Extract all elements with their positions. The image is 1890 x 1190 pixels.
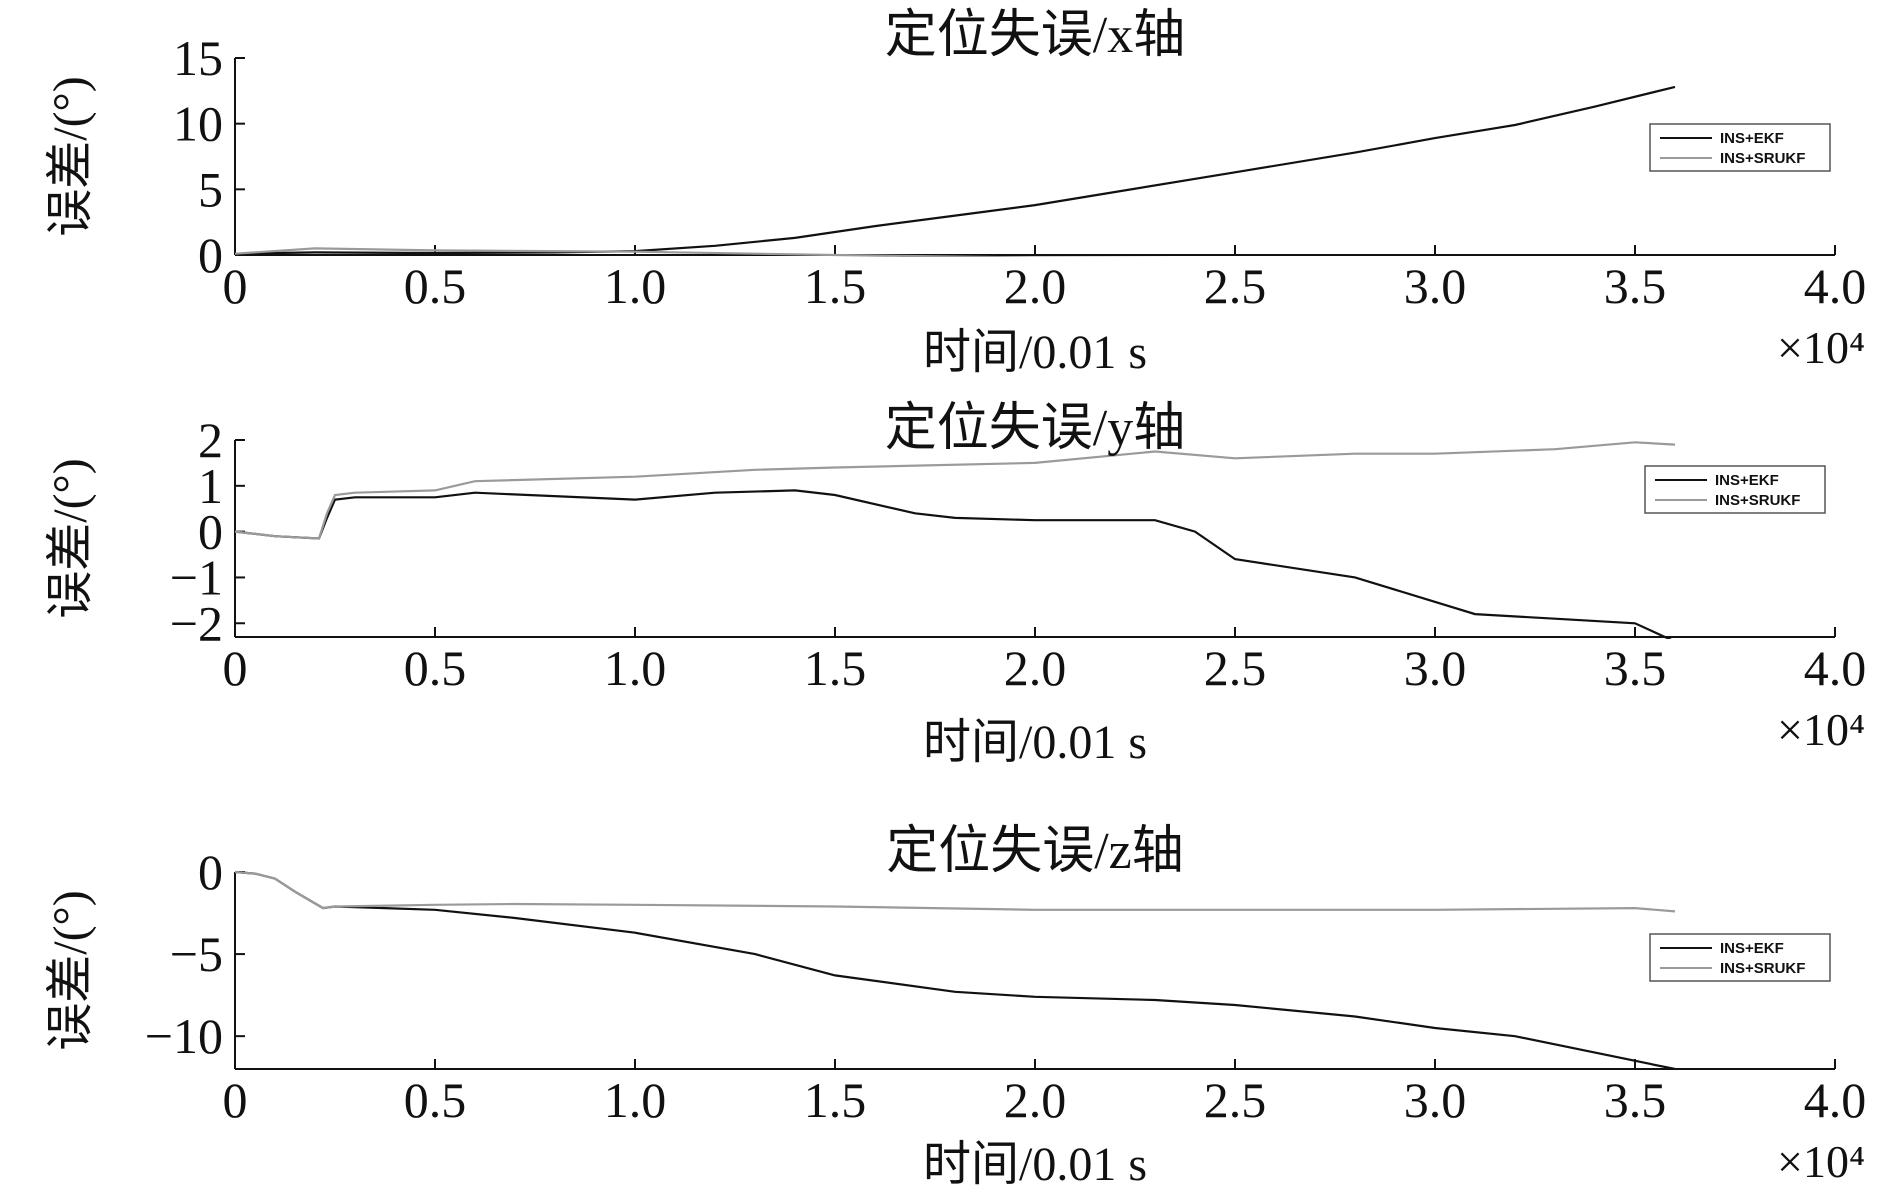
x-tick-label: 2.5 — [1204, 640, 1267, 696]
y-tick-label: 1 — [198, 458, 223, 514]
legend-box — [1644, 465, 1826, 514]
x-tick-label: 0 — [223, 1072, 248, 1128]
x-tick-label: 0 — [223, 258, 248, 314]
x-tick-label: 2.0 — [1004, 258, 1067, 314]
y-tick-label: 0 — [198, 844, 223, 900]
legend: INS+EKF INS+SRUKF — [1649, 123, 1831, 172]
plot-title: 定位失误/z轴 — [886, 823, 1184, 880]
x-tick-label: 0.5 — [404, 640, 467, 696]
y-axis-label: 误差/(°) — [44, 76, 97, 237]
y-axis-label: 误差/(°) — [44, 890, 97, 1051]
x-multiplier: ×10⁴ — [1777, 704, 1865, 755]
x-tick-label: 1.0 — [604, 640, 667, 696]
x-tick-label: 3.0 — [1404, 258, 1467, 314]
x-tick-label: 3.5 — [1604, 640, 1667, 696]
legend: INS+EKF INS+SRUKF — [1644, 465, 1826, 514]
x-tick-label: 2.5 — [1204, 1072, 1267, 1128]
series-line-ins-srukf — [235, 247, 1178, 257]
x-tick-label: 1.0 — [604, 258, 667, 314]
x-tick-label: 0 — [223, 640, 248, 696]
y-axis-label: 误差/(°) — [44, 458, 97, 619]
x-tick-label: 3.5 — [1604, 1072, 1667, 1128]
x-tick-label: 3.0 — [1404, 1072, 1467, 1128]
legend-label: INS+EKF — [1720, 940, 1784, 957]
x-tick-label: 2.0 — [1004, 1072, 1067, 1128]
x-tick-label: 1.5 — [804, 258, 867, 314]
y-tick-label: −10 — [145, 1008, 223, 1064]
x-axis-label: 时间/0.01 s — [923, 326, 1147, 379]
y-tick-label: −5 — [170, 926, 223, 982]
legend-label: INS+SRUKF — [1720, 960, 1805, 977]
subplot-3: 0 0.5 1.0 1.5 2.0 2.5 3.0 3.5 4.0 −10 −5 0 定位失误/z轴时间… — [44, 823, 1866, 1190]
x-tick-label: 4.0 — [1804, 258, 1867, 314]
y-tick-label: 0 — [198, 227, 223, 283]
plot-title: 定位失误/y轴 — [885, 400, 1185, 457]
legend-label: INS+SRUKF — [1720, 150, 1805, 167]
y-tick-label: 0 — [198, 504, 223, 560]
series-line-ins-srukf — [235, 870, 1676, 913]
x-axis-label: 时间/0.01 s — [923, 716, 1147, 769]
legend: INS+EKF INS+SRUKF — [1649, 933, 1831, 982]
legend-label: INS+SRUKF — [1715, 492, 1800, 509]
series-line-ins-ekf — [235, 489, 1672, 639]
y-tick-label: −1 — [170, 549, 223, 605]
series-line-ins-ekf — [235, 85, 1676, 255]
series-line-ins-ekf — [235, 870, 1676, 1071]
legend-box — [1649, 933, 1831, 982]
x-tick-label: 3.0 — [1404, 640, 1467, 696]
x-multiplier: ×10⁴ — [1777, 322, 1865, 373]
x-axis-label: 时间/0.01 s — [923, 1138, 1147, 1190]
x-tick-label: 1.5 — [804, 640, 867, 696]
x-tick-label: 4.0 — [1804, 1072, 1867, 1128]
x-tick-label: 4.0 — [1804, 640, 1867, 696]
x-tick-label: 2.0 — [1004, 640, 1067, 696]
y-tick-label: 10 — [173, 96, 223, 152]
x-tick-label: 1.5 — [804, 1072, 867, 1128]
x-tick-label: 2.5 — [1204, 258, 1267, 314]
legend-label: INS+EKF — [1720, 130, 1784, 147]
x-tick-label: 0.5 — [404, 258, 467, 314]
legend-label: INS+EKF — [1715, 472, 1779, 489]
x-multiplier: ×10⁴ — [1777, 1136, 1865, 1187]
x-tick-label: 3.5 — [1604, 258, 1667, 314]
plot-title: 定位失误/x轴 — [885, 7, 1185, 64]
y-tick-label: −2 — [170, 595, 223, 651]
y-tick-label: 2 — [198, 412, 223, 468]
legend-box — [1649, 123, 1831, 172]
y-tick-label: 15 — [173, 30, 223, 86]
x-tick-label: 1.0 — [604, 1072, 667, 1128]
series-line-ins-srukf — [235, 441, 1676, 540]
x-tick-label: 0.5 — [404, 1072, 467, 1128]
y-tick-label: 5 — [198, 161, 223, 217]
